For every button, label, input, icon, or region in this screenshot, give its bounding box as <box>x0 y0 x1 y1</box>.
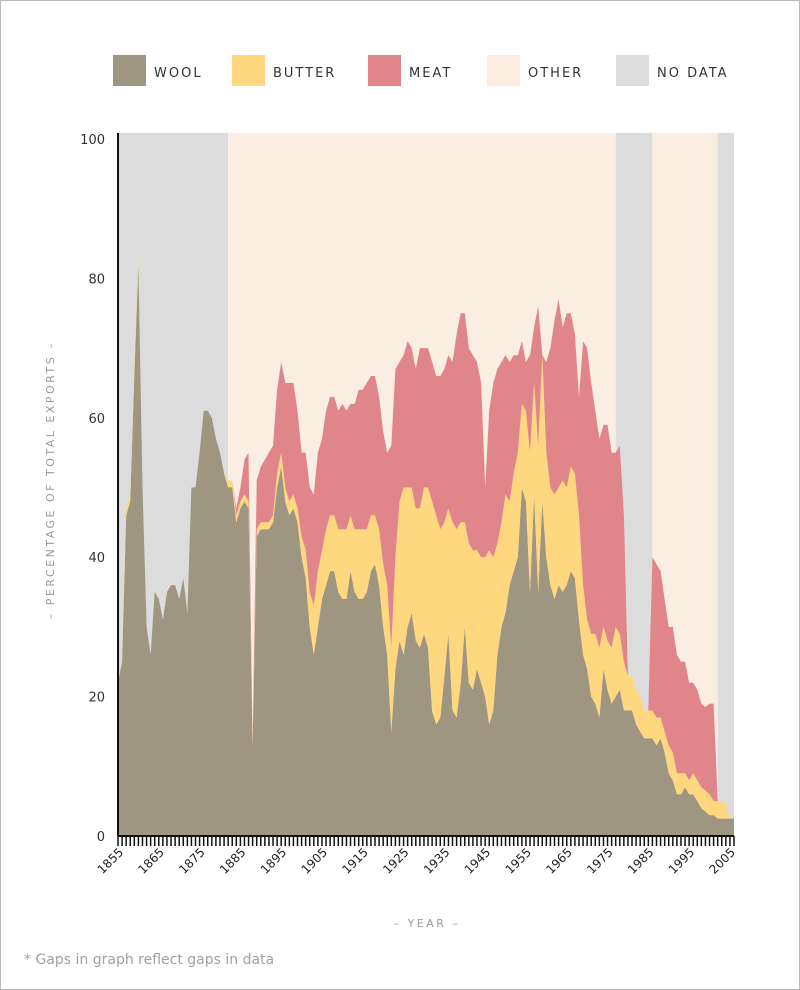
x-tick-label-1855: 1855 <box>95 845 126 876</box>
x-tick-label-1925: 1925 <box>380 845 411 876</box>
x-tick-label-1905: 1905 <box>299 845 330 876</box>
y-axis-title: – PERCENTAGE OF TOTAL EXPORTS – <box>44 341 57 619</box>
legend: WOOL BUTTER MEAT OTHER NO DATA <box>113 55 729 86</box>
y-tick-label-20: 20 <box>88 691 105 706</box>
legend-swatch-nodata <box>616 55 649 86</box>
legend-item-butter: BUTTER <box>232 55 336 86</box>
legend-item-nodata: NO DATA <box>616 55 729 86</box>
legend-label-wool: WOOL <box>154 66 203 81</box>
x-axis-title: – YEAR – <box>394 917 461 930</box>
x-tick-label-1945: 1945 <box>462 845 493 876</box>
series-area-meat <box>118 257 734 819</box>
x-tick-label-1865: 1865 <box>135 845 166 876</box>
series-area-wool <box>118 264 734 836</box>
legend-item-wool: WOOL <box>113 55 203 86</box>
legend-label-nodata: NO DATA <box>657 66 729 81</box>
x-tick-label-1915: 1915 <box>339 845 370 876</box>
x-tick-label-1965: 1965 <box>543 845 574 876</box>
legend-label-other: OTHER <box>528 66 583 81</box>
x-tick-label-1895: 1895 <box>258 845 289 876</box>
legend-swatch-butter <box>232 55 265 86</box>
legend-item-meat: MEAT <box>368 55 452 86</box>
legend-swatch-meat <box>368 55 401 86</box>
x-tick-label-1955: 1955 <box>503 845 534 876</box>
legend-label-meat: MEAT <box>409 66 452 81</box>
legend-item-other: OTHER <box>487 55 583 86</box>
x-tick-label-1935: 1935 <box>421 845 452 876</box>
y-tick-label-0: 0 <box>97 830 105 845</box>
band-nodata-2002 <box>717 133 734 836</box>
legend-label-butter: BUTTER <box>273 66 336 81</box>
x-tick-label-1885: 1885 <box>217 845 248 876</box>
y-tick-label-60: 60 <box>88 412 105 427</box>
series-areas <box>118 257 734 836</box>
y-tick-label-100: 100 <box>80 133 105 148</box>
x-tick-label-1975: 1975 <box>584 845 615 876</box>
series-area-butter <box>118 257 734 819</box>
x-tick-label-2005: 2005 <box>707 845 738 876</box>
y-tick-label-40: 40 <box>88 551 105 566</box>
legend-swatch-wool <box>113 55 146 86</box>
y-tick-label-80: 80 <box>88 272 105 287</box>
x-tick-label-1995: 1995 <box>666 845 697 876</box>
x-tick-label-1985: 1985 <box>625 845 656 876</box>
x-tick-label-1875: 1875 <box>176 845 207 876</box>
legend-swatch-other <box>487 55 520 86</box>
footnote: * Gaps in graph reflect gaps in data <box>24 952 275 968</box>
